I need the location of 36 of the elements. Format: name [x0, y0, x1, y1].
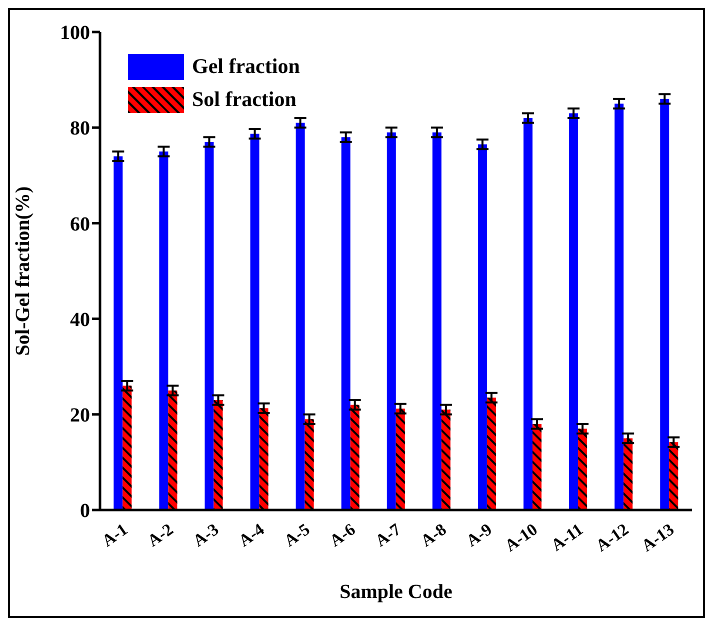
bar — [386, 132, 396, 510]
x-tick-label: A-11 — [548, 520, 586, 555]
y-tick-label: 0 — [80, 500, 90, 522]
bar — [478, 144, 487, 510]
y-tick-label: 100 — [60, 22, 90, 44]
x-tick-label: A-12 — [592, 520, 632, 556]
x-tick-label: A-10 — [501, 520, 541, 556]
x-tick-label: A-6 — [326, 520, 359, 550]
y-tick-label: 60 — [70, 213, 90, 236]
x-axis-title: Sample Code — [340, 581, 453, 603]
x-tick-label: A-3 — [190, 520, 222, 550]
bar — [296, 122, 305, 510]
bar — [114, 156, 123, 510]
x-tick-label: A-9 — [462, 520, 496, 550]
x-tick-label: A-2 — [144, 520, 177, 550]
x-tick-label: A-13 — [638, 520, 678, 556]
bar — [341, 137, 350, 510]
x-tick-label: A-4 — [235, 519, 268, 550]
bar — [614, 104, 624, 510]
bar — [432, 132, 442, 510]
bar — [569, 113, 578, 510]
y-tick-label: 80 — [70, 118, 90, 140]
bar — [660, 98, 670, 510]
bar — [159, 152, 168, 510]
legend-label: Gel fraction — [192, 54, 300, 79]
legend-label: Sol fraction — [192, 87, 296, 112]
bar — [250, 134, 260, 510]
x-tick-label: A-8 — [417, 520, 450, 550]
x-tick-label: A-1 — [98, 520, 132, 550]
y-tick-label: 20 — [70, 404, 90, 426]
y-tick-label: 40 — [70, 308, 90, 331]
x-tick-label: A-7 — [372, 519, 405, 550]
y-axis-title: Sol-Gel fraction(%) — [12, 186, 34, 356]
bar — [204, 142, 214, 510]
x-tick-label: A-5 — [280, 520, 314, 550]
bar — [524, 118, 533, 510]
